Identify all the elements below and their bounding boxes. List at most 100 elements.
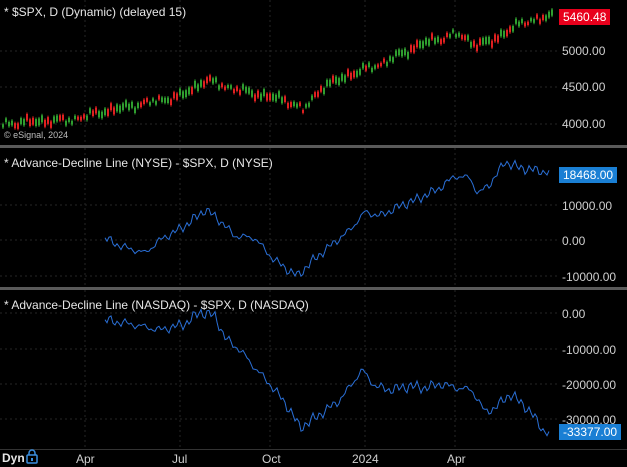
candle xyxy=(272,93,274,101)
candle xyxy=(218,85,220,90)
pane-separator[interactable] xyxy=(0,145,627,148)
candle xyxy=(59,115,61,121)
candle xyxy=(383,58,385,63)
candle xyxy=(5,118,7,123)
candle xyxy=(281,97,283,104)
candle xyxy=(536,14,538,19)
candle xyxy=(437,36,439,43)
candle xyxy=(371,67,373,72)
candle xyxy=(434,37,436,44)
candle xyxy=(17,123,19,129)
candle xyxy=(41,115,43,123)
candle xyxy=(125,100,127,107)
candle xyxy=(482,37,484,45)
candle xyxy=(26,114,28,121)
candle xyxy=(428,39,430,46)
candle xyxy=(194,80,196,88)
candle xyxy=(416,40,418,48)
candle xyxy=(212,78,214,84)
candle xyxy=(215,77,217,83)
candle xyxy=(398,49,400,56)
candle xyxy=(191,87,193,95)
candle xyxy=(146,98,148,102)
candle xyxy=(62,114,64,120)
candle xyxy=(179,88,181,96)
candle xyxy=(113,107,115,115)
candle xyxy=(239,89,241,95)
candle xyxy=(542,14,544,21)
candle xyxy=(470,41,472,48)
candle xyxy=(317,91,319,97)
candle xyxy=(77,116,79,120)
candle xyxy=(413,45,415,53)
candle xyxy=(119,105,121,113)
candle xyxy=(35,119,37,127)
candle xyxy=(92,110,94,116)
nasdaq-ad-tick: 0.00 xyxy=(562,307,586,321)
candle xyxy=(539,19,541,24)
candle xyxy=(251,90,253,97)
candle xyxy=(227,84,229,89)
candle xyxy=(248,87,250,94)
candle xyxy=(296,103,298,108)
candle xyxy=(224,86,226,90)
price-pane[interactable]: * $SPX, D (Dynamic) (delayed 15) © eSign… xyxy=(0,0,557,145)
candle xyxy=(254,94,256,102)
candle xyxy=(134,107,136,114)
candle xyxy=(242,84,244,90)
time-axis-label: 2024 xyxy=(352,452,379,466)
candle xyxy=(545,15,547,21)
candle xyxy=(308,102,310,107)
nasdaq-ad-pane[interactable]: * Advance-Decline Line (NASDAQ) - $SPX, … xyxy=(0,290,557,449)
candle xyxy=(311,95,313,100)
candle xyxy=(548,11,550,18)
candle xyxy=(110,103,112,111)
candle xyxy=(29,119,31,126)
candle xyxy=(395,50,397,57)
candle xyxy=(464,35,466,41)
candle xyxy=(290,102,292,107)
candle xyxy=(461,35,463,40)
pane-separator[interactable] xyxy=(0,287,627,290)
candle xyxy=(32,117,34,125)
candle xyxy=(527,21,529,26)
candle xyxy=(392,57,394,63)
candle xyxy=(233,89,235,94)
candle xyxy=(422,41,424,49)
nasdaq-ad-axis[interactable] xyxy=(557,290,627,449)
candle xyxy=(44,119,46,127)
watermark: © eSignal, 2024 xyxy=(4,130,69,140)
lock-icon[interactable] xyxy=(25,449,39,464)
candle xyxy=(86,115,88,121)
candle xyxy=(473,40,475,47)
nyse-ad-pane[interactable]: * Advance-Decline Line (NYSE) - $SPX, D … xyxy=(0,148,557,287)
candle xyxy=(449,33,451,38)
candle xyxy=(80,116,82,121)
candle xyxy=(485,37,487,45)
candle xyxy=(488,36,490,44)
candle xyxy=(377,64,379,68)
candle xyxy=(335,76,337,84)
candle xyxy=(176,93,178,100)
candle xyxy=(341,73,343,81)
candle xyxy=(365,65,367,71)
candle xyxy=(200,80,202,87)
candle xyxy=(203,81,205,88)
candle xyxy=(326,79,328,87)
candle xyxy=(245,86,247,93)
candle xyxy=(497,35,499,43)
dynamic-mode-label[interactable]: Dyn xyxy=(2,451,25,465)
candle xyxy=(410,45,412,53)
candle xyxy=(374,65,376,69)
candle xyxy=(128,103,130,111)
candle xyxy=(269,93,271,101)
candle xyxy=(299,102,301,106)
candle xyxy=(332,75,334,83)
time-axis[interactable] xyxy=(0,449,627,467)
candle xyxy=(182,91,184,99)
candle xyxy=(74,115,76,120)
candle xyxy=(116,104,118,112)
nasdaq-ad-line xyxy=(104,308,550,437)
candle xyxy=(476,44,478,52)
candle xyxy=(266,93,268,101)
